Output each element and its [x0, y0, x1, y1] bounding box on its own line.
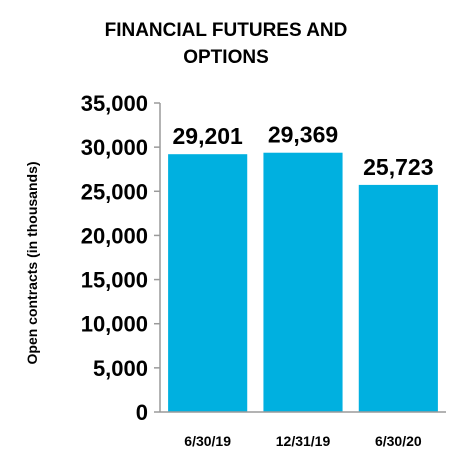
y-tick-label: 0 — [136, 400, 148, 425]
bar-2 — [263, 152, 343, 412]
bar-3 — [358, 184, 438, 412]
chart-title-line-1: FINANCIAL FUTURES AND — [105, 20, 348, 41]
value-label-2: 29,369 — [268, 122, 338, 148]
x-axis-ticks: 6/30/19 12/31/19 6/30/20 — [184, 433, 422, 449]
chart-title-line-2: OPTIONS — [183, 47, 269, 68]
y-tick-label: 5,000 — [93, 356, 148, 381]
x-tick-label-3: 6/30/20 — [375, 433, 422, 449]
bars-group — [168, 152, 438, 412]
x-tick-label-1: 6/30/19 — [184, 433, 231, 449]
value-labels-group: 29,201 29,369 25,723 — [172, 122, 433, 180]
y-axis-ticks: 0 5,000 10,000 15,000 20,000 25,000 30,000 35,0… — [81, 91, 160, 425]
bar-1 — [168, 154, 248, 412]
y-tick-label: 10,000 — [81, 312, 148, 337]
y-tick-label: 25,000 — [81, 179, 148, 204]
y-tick-label: 20,000 — [81, 223, 148, 248]
y-tick-label: 15,000 — [81, 268, 148, 293]
y-axis-label: Open contracts (in thousands) — [24, 161, 40, 364]
value-label-1: 29,201 — [172, 123, 243, 149]
y-tick-label: 30,000 — [81, 135, 148, 160]
x-tick-label-2: 12/31/19 — [276, 433, 331, 449]
value-label-3: 25,723 — [363, 154, 433, 180]
y-tick-label: 35,000 — [81, 91, 148, 116]
